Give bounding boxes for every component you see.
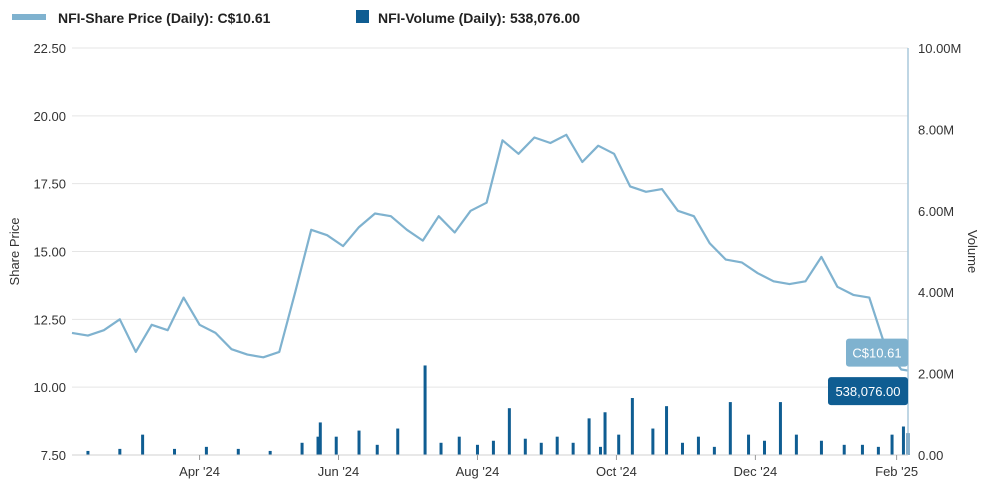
volume-bar bbox=[236, 448, 240, 455]
volume-bar bbox=[141, 434, 145, 455]
volume-bar bbox=[680, 442, 684, 455]
volume-bar bbox=[357, 430, 361, 455]
y-right-tick-label: 4.00M bbox=[918, 285, 954, 300]
y-left-tick-label: 20.00 bbox=[33, 109, 66, 124]
y-right-tick-label: 8.00M bbox=[918, 122, 954, 137]
y-left-tick-label: 12.50 bbox=[33, 312, 66, 327]
y-left-tick-label: 7.50 bbox=[41, 448, 66, 463]
y-left-tick-label: 17.50 bbox=[33, 177, 66, 192]
volume-bar bbox=[86, 450, 90, 455]
volume-bar bbox=[507, 408, 511, 455]
volume-bar bbox=[842, 444, 846, 455]
price-line bbox=[71, 133, 909, 372]
axes: 7.50 10.00 12.50 15.00 17.50 20.00 22.50 0.00 2.… bbox=[7, 41, 980, 479]
volume-bar bbox=[778, 402, 782, 455]
volume-bar bbox=[696, 436, 700, 455]
volume-bar bbox=[491, 440, 495, 455]
volume-bar bbox=[396, 428, 400, 455]
x-tick-label: Apr '24 bbox=[179, 464, 220, 479]
volume-bar bbox=[523, 438, 527, 455]
volume-bar bbox=[439, 442, 443, 455]
volume-bar bbox=[173, 448, 177, 455]
volume-bar bbox=[539, 442, 543, 455]
volume-bar bbox=[268, 450, 272, 455]
end-value-labels: C$10.61 538,076.00 bbox=[828, 338, 908, 406]
y-left-tick-label: 10.00 bbox=[33, 380, 66, 395]
x-tick-label: Feb '25 bbox=[875, 464, 918, 479]
volume-bar bbox=[475, 444, 479, 455]
volume-bar bbox=[762, 440, 766, 455]
volume-bar bbox=[316, 436, 320, 455]
volume-bar bbox=[860, 444, 864, 455]
price-end-label: C$10.61 bbox=[852, 346, 901, 361]
y-right-axis-title: Volume bbox=[965, 230, 980, 273]
x-tick-label: Aug '24 bbox=[456, 464, 500, 479]
price-end-label-bg bbox=[846, 338, 908, 367]
volume-bar bbox=[598, 446, 602, 455]
volume-bar bbox=[318, 422, 322, 455]
volume-bars bbox=[86, 365, 910, 455]
volume-bar bbox=[665, 406, 669, 455]
y-right-tick-label: 2.00M bbox=[918, 367, 954, 382]
volume-bar bbox=[204, 446, 208, 455]
x-tick-label: Dec '24 bbox=[734, 464, 778, 479]
legend-volume-swatch bbox=[356, 10, 369, 23]
y-left-axis-title: Share Price bbox=[7, 218, 22, 286]
volume-bar bbox=[617, 434, 621, 455]
volume-bar bbox=[300, 442, 304, 455]
volume-bar bbox=[375, 444, 379, 455]
legend-price-swatch bbox=[12, 14, 46, 20]
volume-bar bbox=[747, 434, 751, 455]
y-right-tick-label: 6.00M bbox=[918, 204, 954, 219]
volume-bar bbox=[794, 434, 798, 455]
legend-price-label: NFI-Share Price (Daily): C$10.61 bbox=[58, 10, 271, 26]
volume-bar bbox=[876, 446, 880, 455]
y-left-tick-label: 22.50 bbox=[33, 41, 66, 56]
legend-volume-label: NFI-Volume (Daily): 538,076.00 bbox=[378, 10, 580, 26]
volume-bar bbox=[423, 365, 427, 455]
volume-bar bbox=[901, 426, 905, 455]
volume-bar bbox=[890, 434, 894, 455]
x-tick-label: Oct '24 bbox=[596, 464, 637, 479]
x-tick-label: Jun '24 bbox=[318, 464, 360, 479]
volume-bar bbox=[457, 436, 461, 455]
volume-end-label-bg bbox=[828, 377, 908, 406]
volume-bar bbox=[819, 440, 823, 455]
volume-bar bbox=[630, 398, 634, 455]
gridlines bbox=[72, 47, 908, 456]
legend: NFI-Share Price (Daily): C$10.61 NFI-Vol… bbox=[12, 10, 580, 26]
y-right-tick-label: 10.00M bbox=[918, 41, 961, 56]
volume-bar bbox=[651, 428, 655, 455]
volume-bar bbox=[728, 402, 732, 455]
volume-end-label: 538,076.00 bbox=[835, 384, 900, 399]
volume-bar bbox=[118, 448, 122, 455]
volume-bar bbox=[334, 436, 338, 455]
volume-bar bbox=[587, 418, 591, 455]
y-left-tick-label: 15.00 bbox=[33, 245, 66, 260]
price-line-group bbox=[71, 133, 909, 372]
volume-bar bbox=[571, 442, 575, 455]
volume-bar bbox=[712, 446, 716, 455]
volume-bar bbox=[603, 412, 607, 455]
volume-bar bbox=[555, 436, 559, 455]
y-right-tick-label: 0.00 bbox=[918, 448, 943, 463]
